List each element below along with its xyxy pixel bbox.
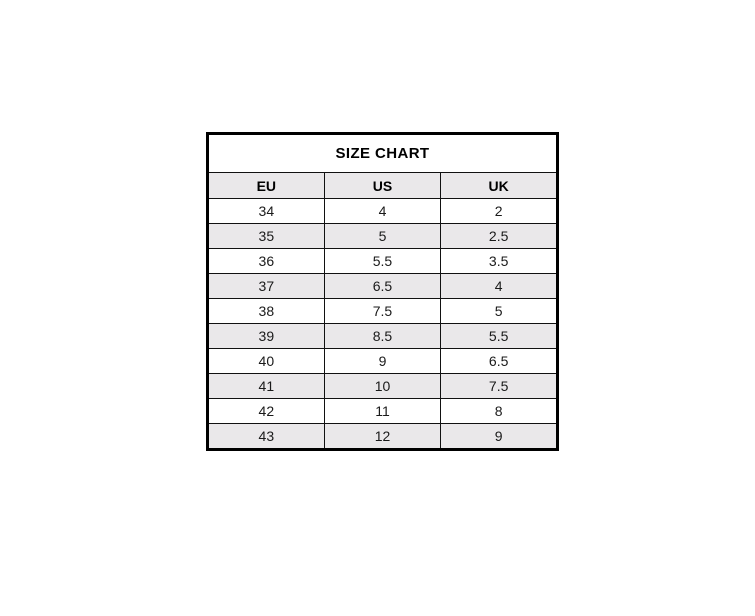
chart-title-row: SIZE CHART bbox=[207, 133, 558, 173]
column-header-eu: EU bbox=[207, 172, 325, 199]
table-cell: 6.5 bbox=[440, 348, 558, 374]
table-row: 42 11 8 bbox=[207, 398, 558, 424]
table-cell: 36 bbox=[207, 248, 325, 274]
column-header-uk: UK bbox=[440, 172, 558, 199]
table-cell: 12 bbox=[323, 423, 442, 450]
table-cell: 10 bbox=[323, 373, 442, 399]
table-cell: 9 bbox=[440, 423, 558, 450]
page-title: SIZE CHART bbox=[207, 133, 558, 173]
table-cell: 43 bbox=[207, 423, 325, 450]
table-cell: 35 bbox=[207, 223, 325, 249]
table-cell: 11 bbox=[323, 398, 442, 424]
table-cell: 5.5 bbox=[323, 248, 442, 274]
table-cell: 41 bbox=[207, 373, 325, 399]
table-cell: 8.5 bbox=[323, 323, 442, 349]
table-row: 35 5 2.5 bbox=[207, 223, 558, 249]
size-chart-container: SIZE CHART EU US UK 34 4 2 35 5 2.5 36 5.5 3.5 37… bbox=[206, 132, 559, 451]
table-cell: 3.5 bbox=[440, 248, 558, 274]
table-cell: 42 bbox=[207, 398, 325, 424]
table-cell: 9 bbox=[323, 348, 442, 374]
column-header-us: US bbox=[323, 172, 442, 199]
table-row: 39 8.5 5.5 bbox=[207, 323, 558, 349]
table-cell: 4 bbox=[323, 198, 442, 224]
table-cell: 5 bbox=[440, 298, 558, 324]
table-cell: 7.5 bbox=[323, 298, 442, 324]
table-row: 34 4 2 bbox=[207, 198, 558, 224]
size-chart-table: SIZE CHART EU US UK 34 4 2 35 5 2.5 36 5.5 3.5 37… bbox=[206, 132, 559, 451]
table-cell: 34 bbox=[207, 198, 325, 224]
table-cell: 38 bbox=[207, 298, 325, 324]
table-cell: 6.5 bbox=[323, 273, 442, 299]
table-row: 37 6.5 4 bbox=[207, 273, 558, 299]
table-cell: 2 bbox=[440, 198, 558, 224]
table-row: 38 7.5 5 bbox=[207, 298, 558, 324]
table-cell: 4 bbox=[440, 273, 558, 299]
column-header-row: EU US UK bbox=[207, 172, 558, 199]
table-cell: 8 bbox=[440, 398, 558, 424]
table-cell: 40 bbox=[207, 348, 325, 374]
table-cell: 39 bbox=[207, 323, 325, 349]
table-cell: 7.5 bbox=[440, 373, 558, 399]
table-row: 40 9 6.5 bbox=[207, 348, 558, 374]
table-cell: 2.5 bbox=[440, 223, 558, 249]
table-row: 43 12 9 bbox=[207, 423, 558, 450]
table-cell: 5.5 bbox=[440, 323, 558, 349]
table-row: 41 10 7.5 bbox=[207, 373, 558, 399]
table-cell: 37 bbox=[207, 273, 325, 299]
table-cell: 5 bbox=[323, 223, 442, 249]
table-row: 36 5.5 3.5 bbox=[207, 248, 558, 274]
